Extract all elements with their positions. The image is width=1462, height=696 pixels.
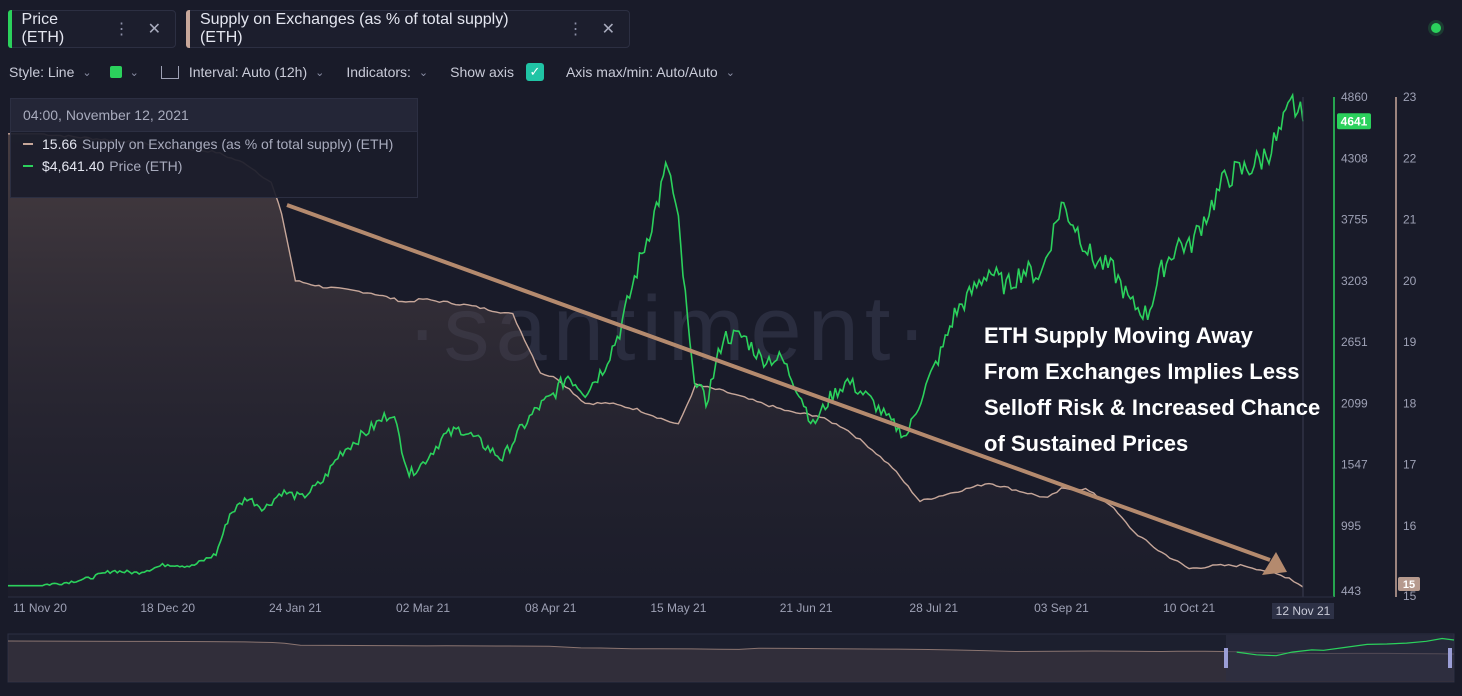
supply-axis-tick-label: 15 [1403,589,1417,603]
axis-range-label: Axis max/min: Auto/Auto [565,64,718,80]
tab-price-label: Price (ETH) [21,11,65,46]
interval-dropdown[interactable]: Interval: Auto (12h) ⌄ [160,64,325,80]
style-label: Style: Line [9,64,75,80]
x-axis-tick-label: 24 Jan 21 [269,601,322,615]
chevron-down-icon: ⌄ [725,66,735,79]
price-axis-tick-label: 443 [1341,584,1361,598]
price-axis-tick-label: 3203 [1341,274,1368,288]
navigator-price-line [1236,637,1455,657]
show-axis-toggle[interactable]: Show axis ✓ [450,63,544,81]
supply-marker-label: 15 [1403,579,1415,591]
close-icon[interactable]: ✕ [601,21,615,38]
chart-toolbar: Style: Line ⌄ ⌄ Interval: Auto (12h) ⌄ I… [9,60,757,84]
price-axis-tick-label: 2099 [1341,396,1368,410]
chevron-down-icon: ⌄ [315,66,325,79]
annotation-line: of Sustained Prices [984,431,1189,456]
date-marker-badge [1272,603,1334,619]
axis-range-dropdown[interactable]: Axis max/min: Auto/Auto ⌄ [566,64,735,80]
supply-axis-tick-label: 21 [1403,213,1417,227]
supply-axis-tick-label: 19 [1403,335,1417,349]
chevron-down-icon: ⌄ [82,66,92,79]
x-axis-tick-label: 10 Oct 21 [1163,601,1215,615]
show-axis-label: Show axis [450,64,514,80]
more-options-icon[interactable]: ⋮ [113,21,130,38]
chevron-down-icon: ⌄ [129,66,139,79]
annotation-line: Selloff Risk & Increased Chance [984,395,1321,420]
tab-supply-on-exchanges[interactable]: Supply on Exchanges (as % of total suppl… [186,10,630,48]
indicators-dropdown[interactable]: Indicators: ⌄ [346,64,428,80]
chevron-down-icon: ⌄ [418,66,429,79]
supply-area [8,133,1303,598]
interval-icon [160,65,179,79]
price-axis-tick-label: 3755 [1341,213,1368,227]
supply-axis-tick-label: 23 [1403,90,1417,104]
navigator-handle-left[interactable] [1224,648,1228,668]
x-axis-tick-label: 15 May 21 [650,601,706,615]
color-swatch [109,66,122,78]
tooltip-row-price: $4,641.40 Price (ETH) [11,156,417,176]
supply-axis-tick-label: 20 [1403,274,1417,288]
price-marker-label: 4641 [1341,114,1368,128]
tooltip-price-value: $4,641.40 [42,158,105,174]
more-options-icon[interactable]: ⋮ [567,21,584,38]
tooltip-date: 04:00, November 12, 2021 [11,99,417,132]
tooltip-supply-label: Supply on Exchanges (as % of total suppl… [82,136,394,152]
annotation-line: From Exchanges Implies Less [984,359,1300,384]
price-axis-tick-label: 4860 [1341,90,1368,104]
close-icon[interactable]: ✕ [147,21,161,38]
price-axis-tick-label: 1547 [1341,458,1368,472]
tooltip-price-label: Price (ETH) [109,158,183,174]
indicators-label: Indicators: [346,64,411,80]
supply-legend-dash [23,143,33,145]
live-status-icon [1431,23,1441,33]
supply-axis-tick-label: 16 [1403,519,1417,533]
supply-axis-tick-label: 18 [1403,396,1417,410]
price-line [8,92,1304,587]
supply-axis-tick-label: 17 [1403,458,1417,472]
price-axis-tick-label: 4308 [1341,151,1368,165]
tooltip-supply-value: 15.66 [42,136,78,152]
x-axis-tick-label: 08 Apr 21 [525,601,577,615]
checkbox-checked-icon[interactable]: ✓ [525,63,544,81]
x-axis-tick-label: 11 Nov 20 [13,601,67,615]
supply-marker-badge [1398,577,1420,591]
tab-price-color-bar [8,10,12,48]
tab-supply-label: Supply on Exchanges (as % of total suppl… [199,11,509,46]
trend-arrow-head [1262,552,1287,575]
x-axis-tick-label: 28 Jul 21 [909,601,958,615]
tooltip-row-supply: 15.66 Supply on Exchanges (as % of total… [11,134,417,154]
x-axis-tick-label: 18 Dec 20 [140,601,195,615]
style-dropdown[interactable]: Style: Line ⌄ [9,64,92,80]
price-marker-badge [1337,113,1371,130]
chart-tooltip: 04:00, November 12, 2021 15.66 Supply on… [10,98,418,198]
tab-price[interactable]: Price (ETH) ⋮ ✕ [8,10,176,48]
price-legend-dash [23,165,33,167]
price-axis-tick-label: 995 [1341,519,1361,533]
interval-label: Interval: Auto (12h) [188,64,308,80]
trend-arrow-line [286,203,1271,562]
supply-axis-tick-label: 22 [1403,151,1417,165]
chart-annotation: ETH Supply Moving Away From Exchanges Im… [984,318,1354,462]
navigator-handle-right[interactable] [1448,648,1452,668]
x-axis-tick-label: 03 Sep 21 [1034,601,1089,615]
x-axis-tick-label: 02 Mar 21 [396,601,450,615]
price-axis-tick-label: 2651 [1341,335,1368,349]
tab-supply-color-bar [186,10,190,48]
x-axis-tick-label: 21 Jun 21 [780,601,833,615]
color-picker[interactable]: ⌄ [109,66,139,79]
annotation-line: ETH Supply Moving Away [984,323,1253,348]
x-axis-tick-label: 12 Nov 21 [1276,604,1331,618]
